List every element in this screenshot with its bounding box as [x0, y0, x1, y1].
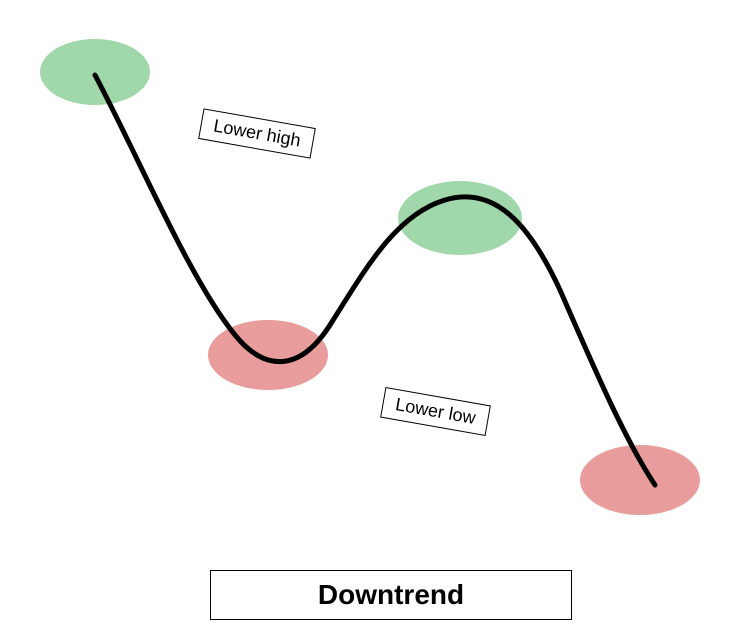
- highlight-ellipse: [40, 39, 150, 105]
- diagram-title: Downtrend: [210, 570, 572, 620]
- highlight-ellipse: [398, 181, 522, 255]
- highlight-ellipse: [208, 320, 328, 390]
- price-line: [95, 75, 655, 485]
- highlight-ellipses: [40, 39, 700, 515]
- downtrend-diagram: [0, 0, 750, 643]
